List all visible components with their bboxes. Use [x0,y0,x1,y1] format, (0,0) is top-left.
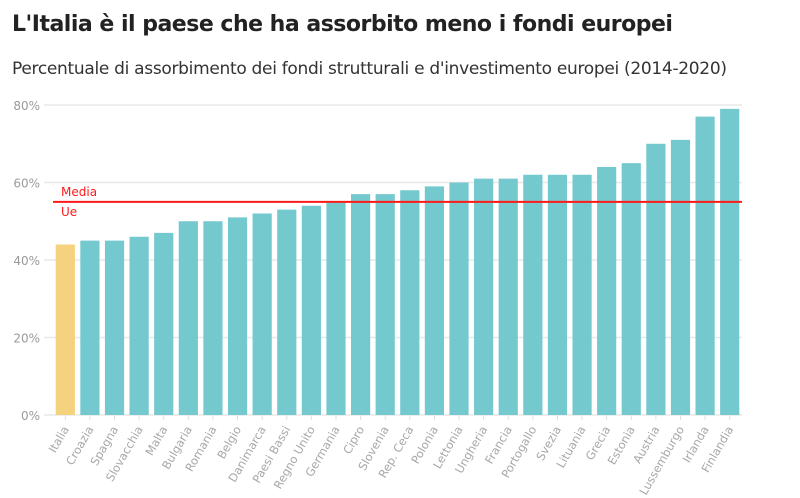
bar-lettonia [449,182,469,415]
bar-malta [154,232,174,415]
bar-spagna [104,240,125,415]
bar-estonia [621,163,641,415]
bar-belgio [227,217,248,415]
y-tick-label: 20% [13,332,40,346]
chart-subtitle: Percentuale di assorbimento dei fondi st… [12,59,727,79]
bar-finlandia [720,108,740,415]
bar-paesi-bassi [277,209,297,415]
bar-italia [55,244,75,415]
eu-average-label-line1: Media [61,185,97,199]
bar-slovacchia [129,236,149,415]
bar-portogallo [523,174,543,415]
eu-average-label-line2: Ue [61,205,77,219]
bar-francia [498,178,518,415]
reference-line-group: Media Ue [53,185,742,219]
bar-rep-ceca [400,190,420,415]
bar-grecia [597,167,617,415]
bar-regno-unito [301,205,321,415]
bar-cipro [350,194,371,415]
bar-danimarca [252,213,272,415]
bar-svezia [547,174,568,415]
bar-bulgaria [178,221,198,415]
bars [55,108,740,415]
bar-austria [646,143,666,415]
y-tick-label: 60% [13,177,40,191]
y-tick-label: 40% [13,254,40,268]
bar-slovenia [375,194,395,415]
category-labels: ItaliaCroaziaSpagnaSlovacchiaMaltaBulgar… [46,415,736,497]
bar-romania [203,221,223,415]
bar-germania [326,201,346,415]
bar-ungheria [474,178,494,415]
y-tick-label: 0% [21,409,40,423]
bar-lussemburgo [670,139,691,415]
bar-croazia [80,240,100,415]
bar-irlanda [695,116,715,415]
bar-polonia [424,186,445,415]
y-tick-label: 80% [13,99,40,113]
chart-title: L'Italia è il paese che ha assorbito men… [12,12,673,37]
bar-lituania [572,174,592,415]
